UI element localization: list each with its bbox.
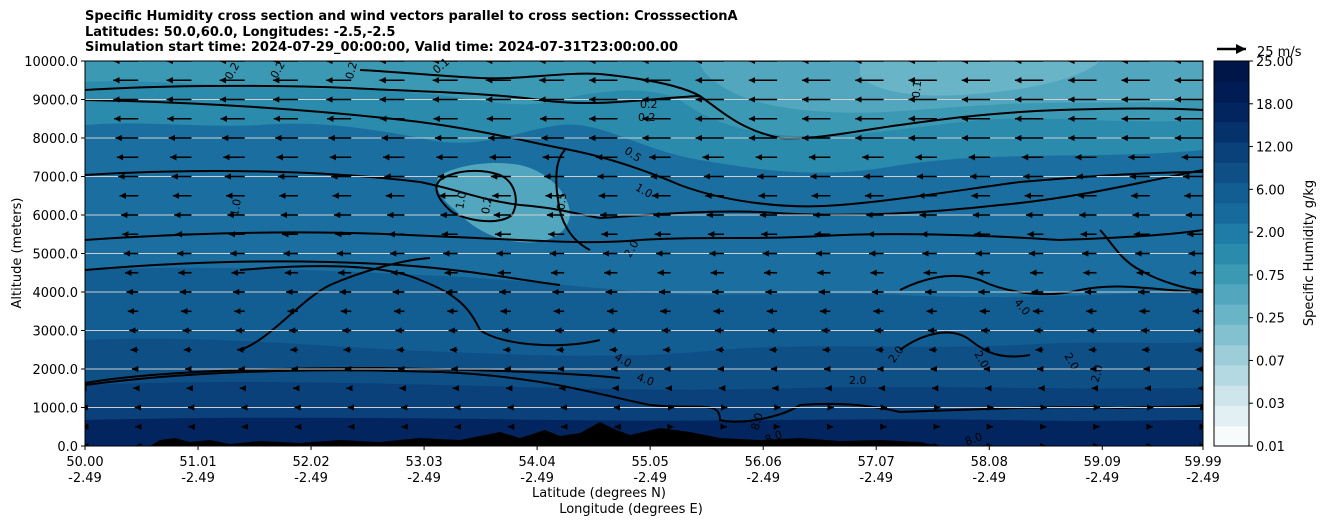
x-tick-label-lat: 53.03: [405, 455, 442, 470]
contour-label: 4.0: [635, 371, 656, 389]
colorbar-band: [1214, 81, 1249, 103]
colorbar-band: [1214, 223, 1249, 244]
x-tick-label-lon: -2.49: [633, 471, 667, 486]
quiver-key-label: 25 m/s: [1257, 45, 1302, 60]
x-axis-label-lon: Longitude (degrees E): [559, 502, 703, 517]
x-tick-label-lon: -2.49: [181, 471, 215, 486]
x-tick-label-lon: -2.49: [1186, 471, 1220, 486]
x-tick-label-lat: 56.06: [745, 455, 782, 470]
y-tick-label: 6000.0: [33, 209, 79, 224]
x-tick-label-lat: 51.01: [179, 455, 216, 470]
colorbar-frame: [1213, 60, 1250, 447]
contour-label: 8.0: [963, 430, 984, 448]
x-tick-label-lon: -2.49: [294, 471, 328, 486]
contour-label: 2.0: [849, 374, 867, 387]
colorbar-band: [1214, 61, 1249, 82]
colorbar-band: [1214, 364, 1249, 386]
y-tick-label: 1000.0: [33, 402, 79, 417]
contour-label: 0.2: [638, 111, 656, 124]
y-tick-label: 10000.0: [24, 55, 78, 70]
x-tick-label-lon: -2.49: [407, 471, 441, 486]
contour-label: 0.5: [555, 192, 569, 211]
y-tick-label: 2000.0: [33, 363, 79, 378]
colorbar-tick-label: 0.25: [1256, 312, 1285, 327]
x-tick-label-lat: 59.09: [1084, 455, 1121, 470]
y-axis: 0.0 1000.0 2000.0 3000.0 4000.0 5000.0 6000.0 7…: [24, 55, 85, 455]
y-tick-label: 4000.0: [33, 286, 79, 301]
y-tick-label: 9000.0: [33, 94, 79, 109]
y-tick-label: 3000.0: [33, 325, 79, 340]
y-tick-label: 5000.0: [33, 248, 79, 263]
x-tick-label-lat: 55.05: [632, 455, 669, 470]
colorbar-tick-label: 0.75: [1256, 269, 1285, 284]
x-tick-label-lat: 52.02: [292, 455, 329, 470]
x-tick-label-lat: 58.08: [971, 455, 1008, 470]
colorbar-band: [1214, 243, 1249, 265]
x-tick-label-lat: 50.00: [66, 455, 103, 470]
colorbar-band: [1214, 425, 1249, 447]
colorbar-tick-label: 0.01: [1256, 440, 1285, 455]
contour-label: 0.2: [479, 196, 495, 215]
colorbar: 0.01 0.03 0.07 0.25 0.75 2.00 6.00 12.00 18.00 25…: [1213, 55, 1293, 455]
y-axis-label: Altitude (meters): [10, 198, 25, 309]
x-tick-label-lat: 54.04: [519, 455, 556, 470]
colorbar-tick-label: 25.00: [1256, 55, 1293, 70]
contour-label: 8.0: [763, 428, 784, 446]
x-tick-label-lon: -2.49: [68, 471, 102, 486]
colorbar-label: Specific Humidity g/kg: [1302, 180, 1317, 326]
title-line-2: Latitudes: 50.0,60.0, Longitudes: -2.5,-…: [85, 24, 396, 40]
colorbar-band: [1214, 142, 1249, 163]
colorbar-band: [1214, 324, 1249, 346]
x-tick-label-lon: -2.49: [1085, 471, 1119, 486]
colorbar-band: [1214, 263, 1249, 285]
title-line-1: Specific Humidity cross section and wind…: [85, 9, 738, 24]
quiver-key: 25 m/s: [1217, 44, 1302, 60]
colorbar-band: [1214, 121, 1249, 143]
contour-label: 0.2: [343, 60, 360, 80]
colorbar-band: [1214, 182, 1249, 204]
y-tick-label: 0.0: [57, 440, 78, 455]
colorbar-band: [1214, 405, 1249, 427]
contour-label: 8.0: [749, 411, 766, 431]
y-tick-label: 8000.0: [33, 132, 79, 147]
colorbar-tick-label: 2.00: [1256, 226, 1285, 241]
x-tick-label-lat: 59.99: [1184, 455, 1221, 470]
colorbar-band: [1214, 344, 1249, 366]
wind-vectors: [85, 61, 1203, 446]
x-tick-label-lon: -2.49: [520, 471, 554, 486]
x-tick-label-lat: 57.07: [858, 455, 895, 470]
x-tick-label-lon: -2.49: [859, 471, 893, 486]
colorbar-band: [1214, 202, 1249, 224]
chart-title: Specific Humidity cross section and wind…: [85, 9, 738, 56]
contour-label: 0.1: [910, 80, 924, 99]
x-axis: 50.00-2.4951.01-2.4952.02-2.4953.03-2.49…: [66, 446, 1222, 486]
colorbar-band: [1214, 385, 1249, 406]
colorbar-tick-label: 0.07: [1256, 354, 1285, 369]
colorbar-tick-label: 0.03: [1256, 397, 1285, 412]
y-tick-label: 7000.0: [33, 171, 79, 186]
colorbar-tick-label: 6.00: [1256, 183, 1285, 198]
x-tick-label-lon: -2.49: [972, 471, 1006, 486]
colorbar-band: [1214, 101, 1249, 123]
colorbar-band: [1214, 283, 1249, 305]
colorbar-tick-label: 12.00: [1256, 141, 1293, 156]
x-tick-label-lon: -2.49: [746, 471, 780, 486]
colorbar-band: [1214, 162, 1249, 184]
colorbar-tick-label: 18.00: [1256, 98, 1293, 113]
colorbar-band: [1214, 304, 1249, 325]
x-axis-label-lat: Latitude (degrees N): [532, 486, 666, 501]
title-line-3: Simulation start time: 2024-07-29_00:00:…: [85, 40, 678, 55]
